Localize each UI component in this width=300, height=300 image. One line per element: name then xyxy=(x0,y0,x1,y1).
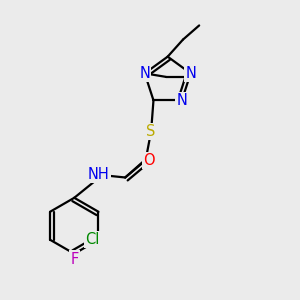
Text: S: S xyxy=(146,124,156,139)
Text: N: N xyxy=(176,93,187,108)
Text: O: O xyxy=(143,153,154,168)
Text: NH: NH xyxy=(88,167,110,182)
Text: Cl: Cl xyxy=(85,232,99,247)
Text: N: N xyxy=(185,66,196,81)
Text: F: F xyxy=(70,251,78,266)
Text: N: N xyxy=(139,66,150,81)
